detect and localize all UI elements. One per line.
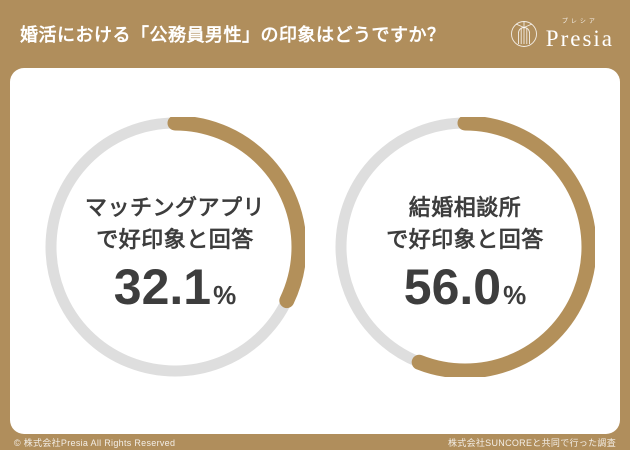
presia-logo-kana: プレシア <box>561 18 598 25</box>
donut-chart-matching-app: マッチングアプリ で好印象と回答 32.1 % <box>45 117 305 377</box>
donut-value-number: 56.0 <box>403 258 502 315</box>
donut-label: マッチングアプリ で好印象と回答 <box>85 192 265 256</box>
footer-bar: © 株式会社Presia All Rights Reserved 株式会社SUN… <box>0 434 630 450</box>
donut-label-line1: マッチングアプリ <box>84 195 265 221</box>
donut-value: 56.0 % <box>404 258 526 316</box>
donut-label: 結婚相談所 で好印象と回答 <box>386 192 544 256</box>
copyright-text: © 株式会社Presia All Rights Reserved <box>14 437 176 448</box>
donut-label-line1: 結婚相談所 <box>408 195 522 221</box>
donut-ring-left <box>45 117 305 377</box>
content-card: マッチングアプリ で好印象と回答 32.1 % 結婚相談所 で好印象と回答 <box>10 68 620 434</box>
donut-label-line2: で好印象と回答 <box>96 227 254 252</box>
donut-value-number: 32.1 <box>113 258 212 315</box>
donut-value-unit: % <box>503 279 527 310</box>
header-bar: 婚活における「公務員男性」の印象はどうですか？ プレシア Presia <box>0 0 630 68</box>
presia-logotype: プレシア Presia <box>546 19 614 50</box>
presia-logo-name: Presia <box>545 25 614 51</box>
donut-center-left: マッチングアプリ で好印象と回答 32.1 % <box>45 117 305 377</box>
donut-ring-right <box>335 117 595 377</box>
donut-value-unit: % <box>213 279 237 310</box>
donut-chart-marriage-agency: 結婚相談所 で好印象と回答 56.0 % <box>335 117 595 377</box>
donut-value: 32.1 % <box>114 258 236 316</box>
donut-fill-arc <box>45 117 305 377</box>
donut-label-line2: で好印象と回答 <box>386 227 544 252</box>
survey-credit-text: 株式会社SUNCOREと共同で行った調査 <box>447 437 616 448</box>
donut-center-right: 結婚相談所 で好印象と回答 56.0 % <box>335 117 595 377</box>
donut-fill-arc <box>335 117 595 377</box>
page-title: 婚活における「公務員男性」の印象はどうですか？ <box>20 25 446 45</box>
presia-emblem-icon <box>508 18 540 50</box>
presia-logo: プレシア Presia <box>508 18 614 50</box>
